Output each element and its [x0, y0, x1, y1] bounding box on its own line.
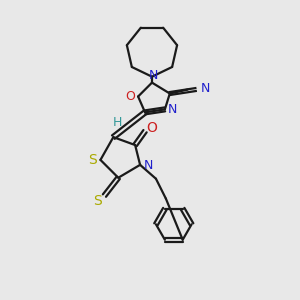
Text: O: O	[125, 90, 135, 103]
Text: N: N	[201, 82, 210, 95]
Text: S: S	[93, 194, 102, 208]
Text: N: N	[143, 159, 153, 172]
Text: N: N	[168, 103, 178, 116]
Text: N: N	[148, 69, 158, 82]
Text: S: S	[88, 153, 97, 167]
Text: O: O	[146, 121, 158, 135]
Text: H: H	[112, 116, 122, 129]
